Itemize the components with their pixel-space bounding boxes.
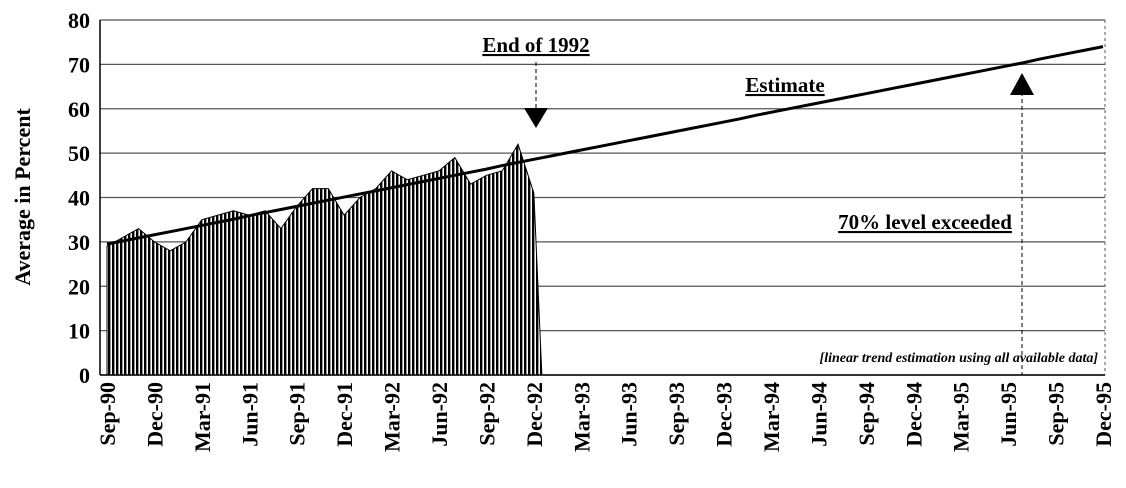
annotation: 70% level exceeded — [838, 210, 1012, 234]
x-tick-label: Mar-92 — [380, 382, 405, 452]
x-tick-label: Mar-94 — [759, 382, 784, 452]
y-axis-label: Average in Percent — [10, 108, 35, 286]
x-tick-label: Dec-94 — [901, 382, 926, 447]
x-tick-label: Jun-94 — [806, 382, 831, 447]
x-tick-label: Dec-91 — [332, 382, 357, 447]
x-tick-label: Mar-93 — [569, 382, 594, 452]
annotation: [linear trend estimation using all avail… — [820, 351, 1099, 366]
x-tick-label: Jun-93 — [617, 382, 642, 447]
y-tick-label: 40 — [68, 186, 90, 211]
annotation-arrow — [524, 108, 548, 128]
y-tick-label: 70 — [68, 52, 90, 77]
y-tick-label: 20 — [68, 274, 90, 299]
x-tick-label: Dec-92 — [522, 382, 547, 447]
x-tick-label: Dec-95 — [1091, 382, 1116, 447]
x-tick-label: Mar-95 — [949, 382, 974, 452]
y-tick-label: 30 — [68, 230, 90, 255]
y-tick-label: 80 — [68, 8, 90, 33]
trend-line — [106, 45, 1104, 246]
x-tick-label: Sep-93 — [664, 382, 689, 446]
x-tick-label: Sep-95 — [1044, 382, 1069, 446]
x-tick-label: Mar-91 — [190, 382, 215, 452]
x-tick-label: Sep-91 — [285, 382, 310, 446]
y-tick-label: 10 — [68, 319, 90, 344]
annotation: End of 1992 — [482, 33, 589, 57]
x-tick-label: Dec-90 — [142, 382, 167, 447]
x-tick-label: Sep-92 — [474, 382, 499, 446]
y-tick-label: 0 — [79, 363, 90, 388]
marks — [100, 45, 1105, 376]
legend-label: Estimate — [745, 73, 824, 97]
y-tick-label: 60 — [68, 97, 90, 122]
x-tick-label: Sep-90 — [95, 382, 120, 446]
area — [106, 143, 543, 376]
x-tick-label: Dec-93 — [712, 382, 737, 447]
x-tick-label: Sep-94 — [854, 382, 879, 446]
x-tick-label: Jun-91 — [237, 382, 262, 447]
x-tick-label: Jun-92 — [427, 382, 452, 447]
y-tick-label: 50 — [68, 141, 90, 166]
annotation-arrow — [1010, 73, 1034, 95]
x-tick-label: Jun-95 — [996, 382, 1021, 447]
